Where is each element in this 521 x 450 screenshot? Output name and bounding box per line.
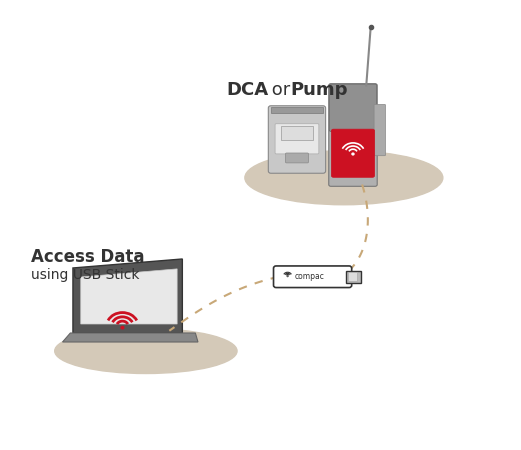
Ellipse shape: [55, 328, 237, 374]
FancyBboxPatch shape: [329, 84, 377, 131]
Bar: [271, 107, 323, 112]
Polygon shape: [73, 259, 182, 333]
FancyBboxPatch shape: [374, 104, 386, 156]
FancyBboxPatch shape: [329, 84, 377, 186]
Text: or: or: [266, 81, 296, 99]
Text: Access Data: Access Data: [31, 248, 145, 266]
FancyBboxPatch shape: [268, 106, 326, 173]
FancyBboxPatch shape: [346, 271, 361, 283]
Ellipse shape: [245, 151, 443, 205]
FancyBboxPatch shape: [274, 266, 352, 288]
Polygon shape: [63, 333, 198, 342]
FancyBboxPatch shape: [348, 272, 357, 281]
Polygon shape: [81, 269, 177, 324]
Circle shape: [352, 153, 354, 155]
FancyBboxPatch shape: [281, 126, 313, 140]
FancyBboxPatch shape: [275, 124, 319, 154]
Text: compac: compac: [295, 272, 325, 281]
Text: DCA: DCA: [227, 81, 269, 99]
Text: using USB Stick: using USB Stick: [31, 267, 140, 282]
Circle shape: [121, 326, 124, 329]
FancyBboxPatch shape: [286, 153, 308, 163]
FancyBboxPatch shape: [331, 129, 375, 177]
Text: Pump: Pump: [291, 81, 348, 99]
